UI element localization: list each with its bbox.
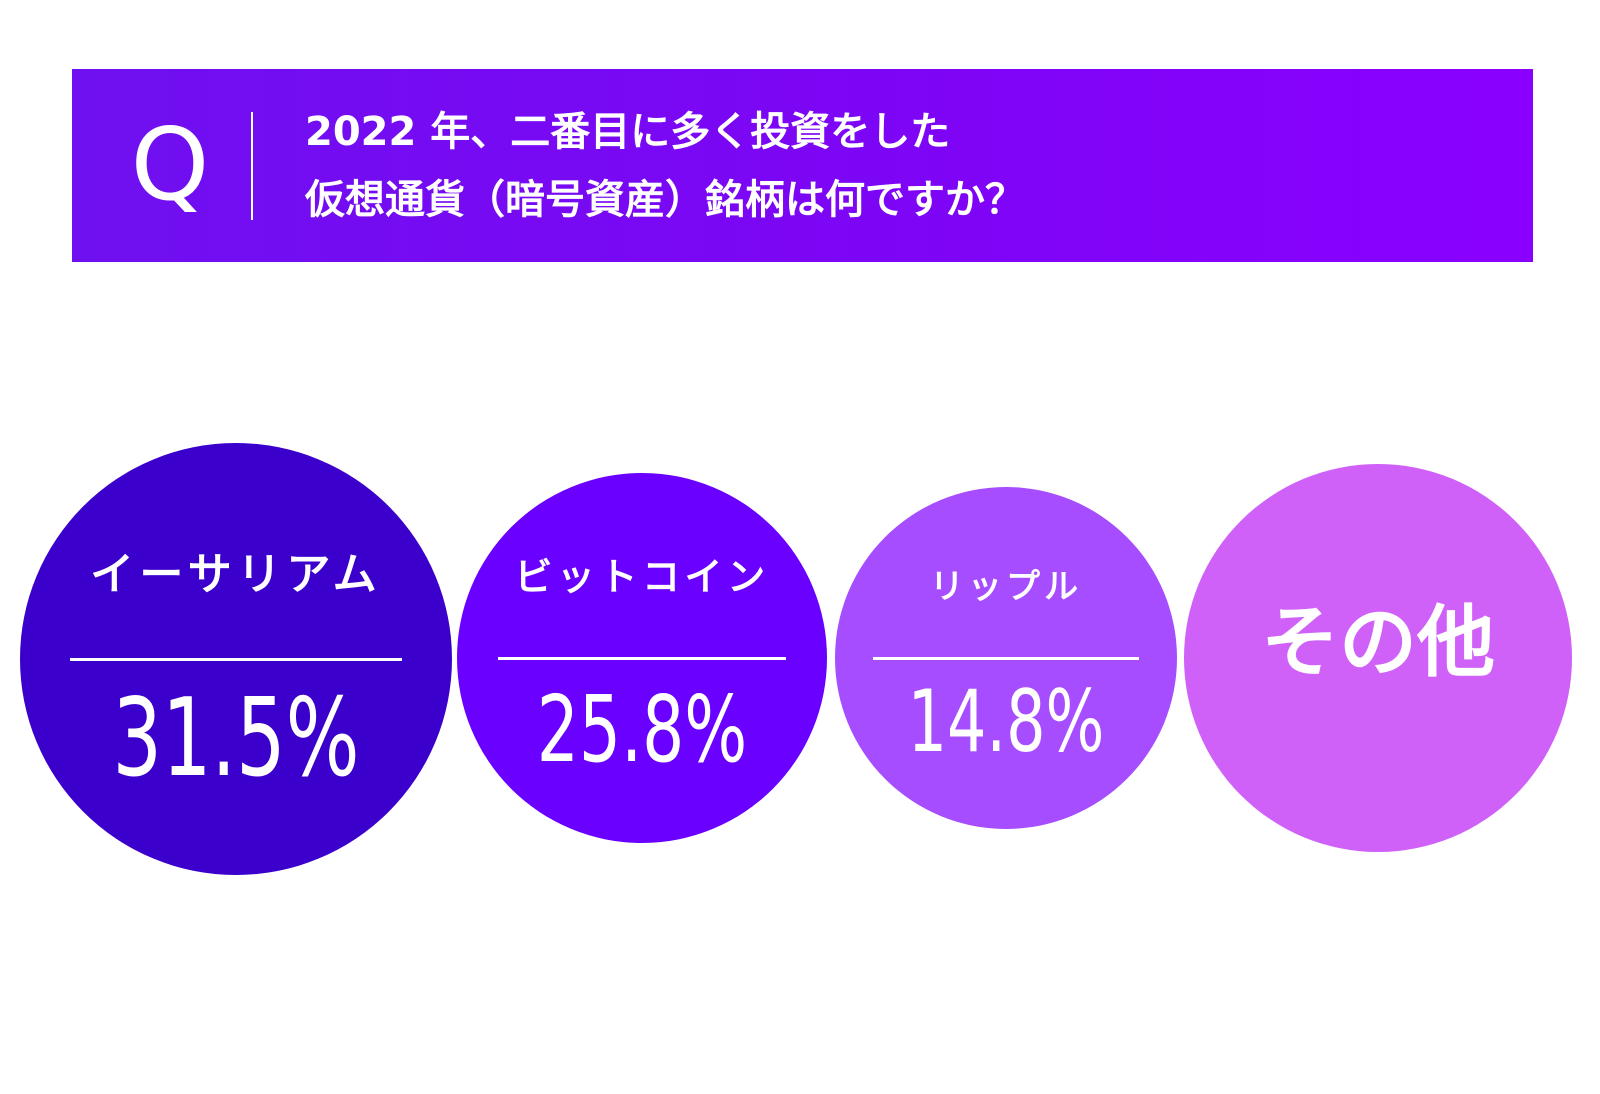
- question-banner: [72, 69, 1533, 262]
- question-line-1: 2022 年、二番目に多く投資をした: [305, 109, 951, 155]
- bubble-value: 25.8%: [536, 675, 748, 783]
- question-text: 2022 年、二番目に多く投資をした 仮想通貨（暗号資産）銘柄は何ですか？: [305, 98, 1455, 234]
- bubble-label: その他: [1260, 597, 1495, 688]
- bubble-label: イーサリアム: [90, 548, 382, 600]
- bubble-divider: [497, 657, 787, 660]
- bubble-value: 31.5%: [112, 675, 360, 801]
- bubble-label: リップル: [929, 566, 1083, 607]
- bubble-2: ビットコイン 25.8%: [457, 473, 827, 843]
- bubble-1: イーサリアム 31.5%: [20, 443, 452, 875]
- q-divider: [251, 112, 253, 220]
- bubble-4: その他: [1184, 464, 1572, 852]
- bubble-value: 14.8%: [907, 671, 1105, 772]
- q-mark: Q: [130, 106, 210, 223]
- question-line-2: 仮想通貨（暗号資産）銘柄は何ですか？: [305, 177, 1025, 223]
- bubble-divider: [872, 657, 1140, 660]
- bubble-3: リップル 14.8%: [835, 487, 1177, 829]
- bubble-divider: [69, 658, 403, 661]
- bubble-label: ビットコイン: [514, 555, 770, 600]
